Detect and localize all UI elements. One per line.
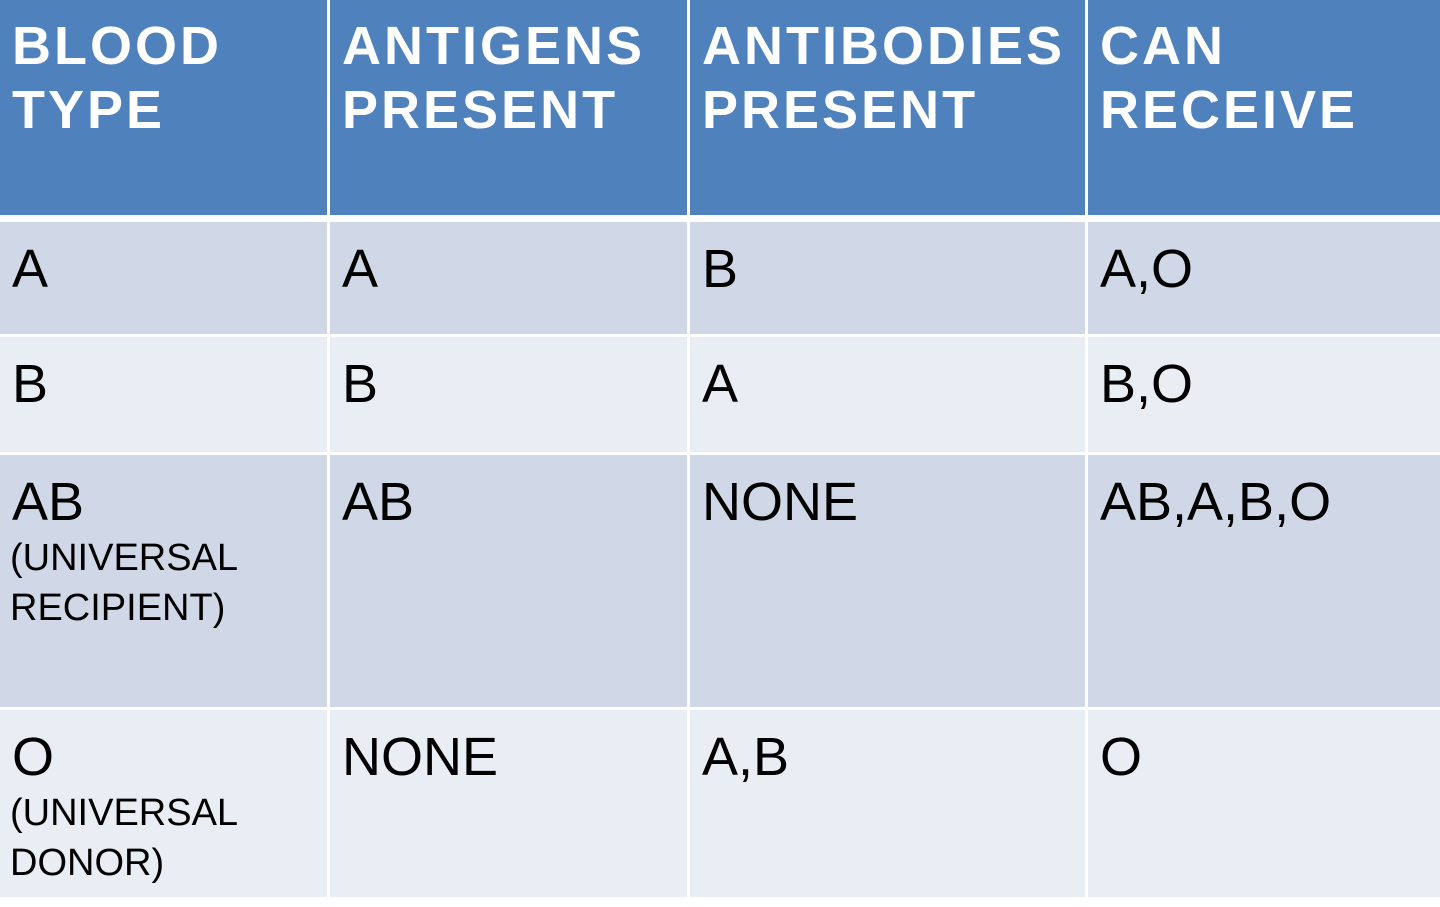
antibodies-value: NONE: [702, 472, 859, 532]
table-row-o-antigens: NONE: [330, 710, 690, 900]
can-receive-value: O: [1100, 727, 1143, 787]
blood-type-value: B: [12, 354, 49, 414]
header-antigens-present: ANTIGENS PRESENT: [330, 0, 690, 222]
antibodies-value: A,B: [702, 727, 790, 787]
bottom-margin: [0, 900, 1440, 907]
can-receive-value: AB,A,B,O: [1100, 472, 1332, 532]
table-row-ab-blood-type: AB (UNIVERSAL RECIPIENT): [0, 455, 330, 710]
can-receive-value: A,O: [1100, 239, 1194, 299]
table-row-o-antibodies: A,B: [690, 710, 1088, 900]
table-row-a-blood-type: A: [0, 222, 330, 337]
antibodies-value: B: [702, 239, 739, 299]
can-receive-value: B,O: [1100, 354, 1194, 414]
table-row-b-can-receive: B,O: [1088, 337, 1440, 455]
table-row-a-antigens: A: [330, 222, 690, 337]
table-row-o-blood-type: O (UNIVERSAL DONOR): [0, 710, 330, 900]
blood-type-value: A: [12, 239, 49, 299]
table-row-ab-can-receive: AB,A,B,O: [1088, 455, 1440, 710]
antibodies-value: A: [702, 354, 739, 414]
header-can-receive: CAN RECEIVE: [1088, 0, 1440, 222]
antigens-value: B: [342, 354, 379, 414]
table-row-ab-antigens: AB: [330, 455, 690, 710]
antigens-value: AB: [342, 472, 415, 532]
table-row-b-antibodies: A: [690, 337, 1088, 455]
table-row-a-antibodies: B: [690, 222, 1088, 337]
antigens-value: A: [342, 239, 379, 299]
table-row-b-blood-type: B: [0, 337, 330, 455]
antigens-value: NONE: [342, 727, 499, 787]
table-row-a-can-receive: A,O: [1088, 222, 1440, 337]
table-row-o-can-receive: O: [1088, 710, 1440, 900]
table-row-ab-antibodies: NONE: [690, 455, 1088, 710]
header-blood-type: BLOOD TYPE: [0, 0, 330, 222]
blood-type-note: (UNIVERSAL DONOR): [10, 792, 239, 884]
table-row-b-antigens: B: [330, 337, 690, 455]
blood-type-value: O: [12, 727, 55, 787]
header-antibodies-present: ANTIBODIES PRESENT: [690, 0, 1088, 222]
blood-type-value: AB: [12, 472, 85, 532]
blood-type-note: (UNIVERSAL RECIPIENT): [10, 537, 239, 629]
